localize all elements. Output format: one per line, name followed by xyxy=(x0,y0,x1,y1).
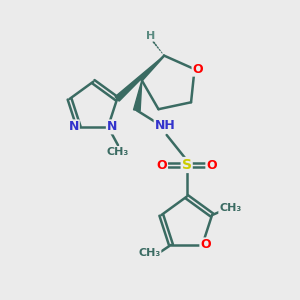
Text: S: S xyxy=(182,158,192,172)
Text: NH: NH xyxy=(154,119,176,132)
Text: O: O xyxy=(200,238,211,251)
Text: O: O xyxy=(156,158,167,172)
Text: CH₃: CH₃ xyxy=(219,203,242,213)
Text: CH₃: CH₃ xyxy=(138,248,160,258)
Polygon shape xyxy=(115,56,164,101)
Text: O: O xyxy=(206,158,217,172)
Text: CH₃: CH₃ xyxy=(107,147,129,157)
Text: H: H xyxy=(146,31,155,40)
Text: N: N xyxy=(107,120,117,134)
Text: N: N xyxy=(68,120,79,134)
Text: O: O xyxy=(193,63,203,76)
Polygon shape xyxy=(134,80,142,111)
